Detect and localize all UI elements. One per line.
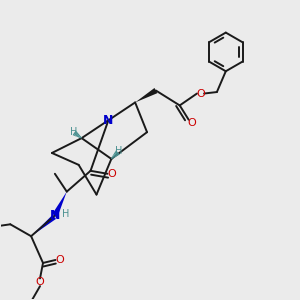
Text: O: O xyxy=(55,255,64,265)
Text: H: H xyxy=(70,127,77,137)
Text: O: O xyxy=(36,277,44,287)
Text: N: N xyxy=(50,209,60,222)
Text: H: H xyxy=(115,146,122,157)
Text: N: N xyxy=(103,114,114,127)
Text: O: O xyxy=(107,169,116,179)
Polygon shape xyxy=(52,192,67,217)
Polygon shape xyxy=(135,88,158,102)
Text: O: O xyxy=(187,118,196,128)
Text: O: O xyxy=(196,88,205,98)
Text: H: H xyxy=(61,209,69,219)
Polygon shape xyxy=(31,215,56,236)
